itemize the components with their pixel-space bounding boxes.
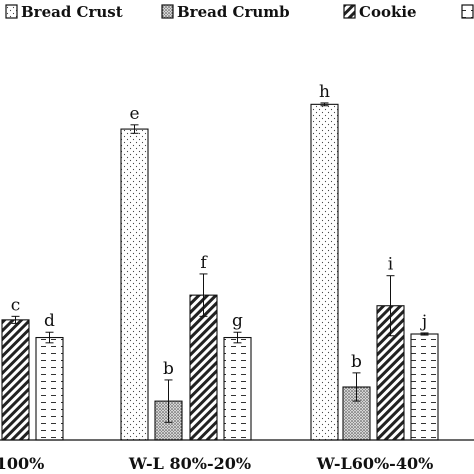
- legend-swatch-3: [343, 4, 356, 19]
- significance-letter-3-2: b: [351, 352, 362, 372]
- legend-swatch-1: [5, 4, 18, 19]
- category-label-2: W-L 80%-20%: [128, 454, 251, 473]
- legend-label-2: Bread Crumb: [177, 3, 290, 21]
- bar-3-4: [410, 333, 439, 441]
- category-label-3: W-L60%-40%: [316, 454, 434, 473]
- legend-swatch-4: [461, 4, 474, 19]
- x-tick-labels: 100% W-L 80%-20% W-L60%-40%: [0, 454, 433, 473]
- legend-label-3: Cookie: [359, 3, 417, 21]
- significance-letter-1-4: d: [44, 311, 55, 331]
- significance-letter-3-1: h: [319, 82, 330, 102]
- significance-letter-3-4: j: [420, 312, 427, 332]
- significance-letter-1-3: c: [11, 295, 21, 315]
- legend-swatch-2: [161, 4, 174, 19]
- category-label-1: 100%: [0, 454, 44, 473]
- bar-3-1: [310, 103, 339, 441]
- bar-2-1: [120, 128, 149, 441]
- bars-group: [1, 103, 439, 441]
- significance-letters-group: c d e b f g h b i j: [11, 82, 427, 379]
- error-bars-group: [11, 102, 429, 423]
- significance-letter-2-1: e: [129, 104, 139, 124]
- bar-1-3: [1, 319, 30, 441]
- significance-letter-3-3: i: [388, 255, 394, 275]
- bar-2-4: [223, 336, 252, 441]
- legend: Bread Crust Bread Crumb Cookie: [5, 3, 474, 21]
- bar-2-3: [189, 294, 218, 441]
- bar-1-4: [35, 336, 64, 441]
- significance-letter-2-2: b: [163, 359, 174, 379]
- significance-letter-2-3: f: [200, 253, 208, 273]
- significance-letter-2-4: g: [232, 311, 243, 331]
- legend-label-1: Bread Crust: [21, 3, 123, 21]
